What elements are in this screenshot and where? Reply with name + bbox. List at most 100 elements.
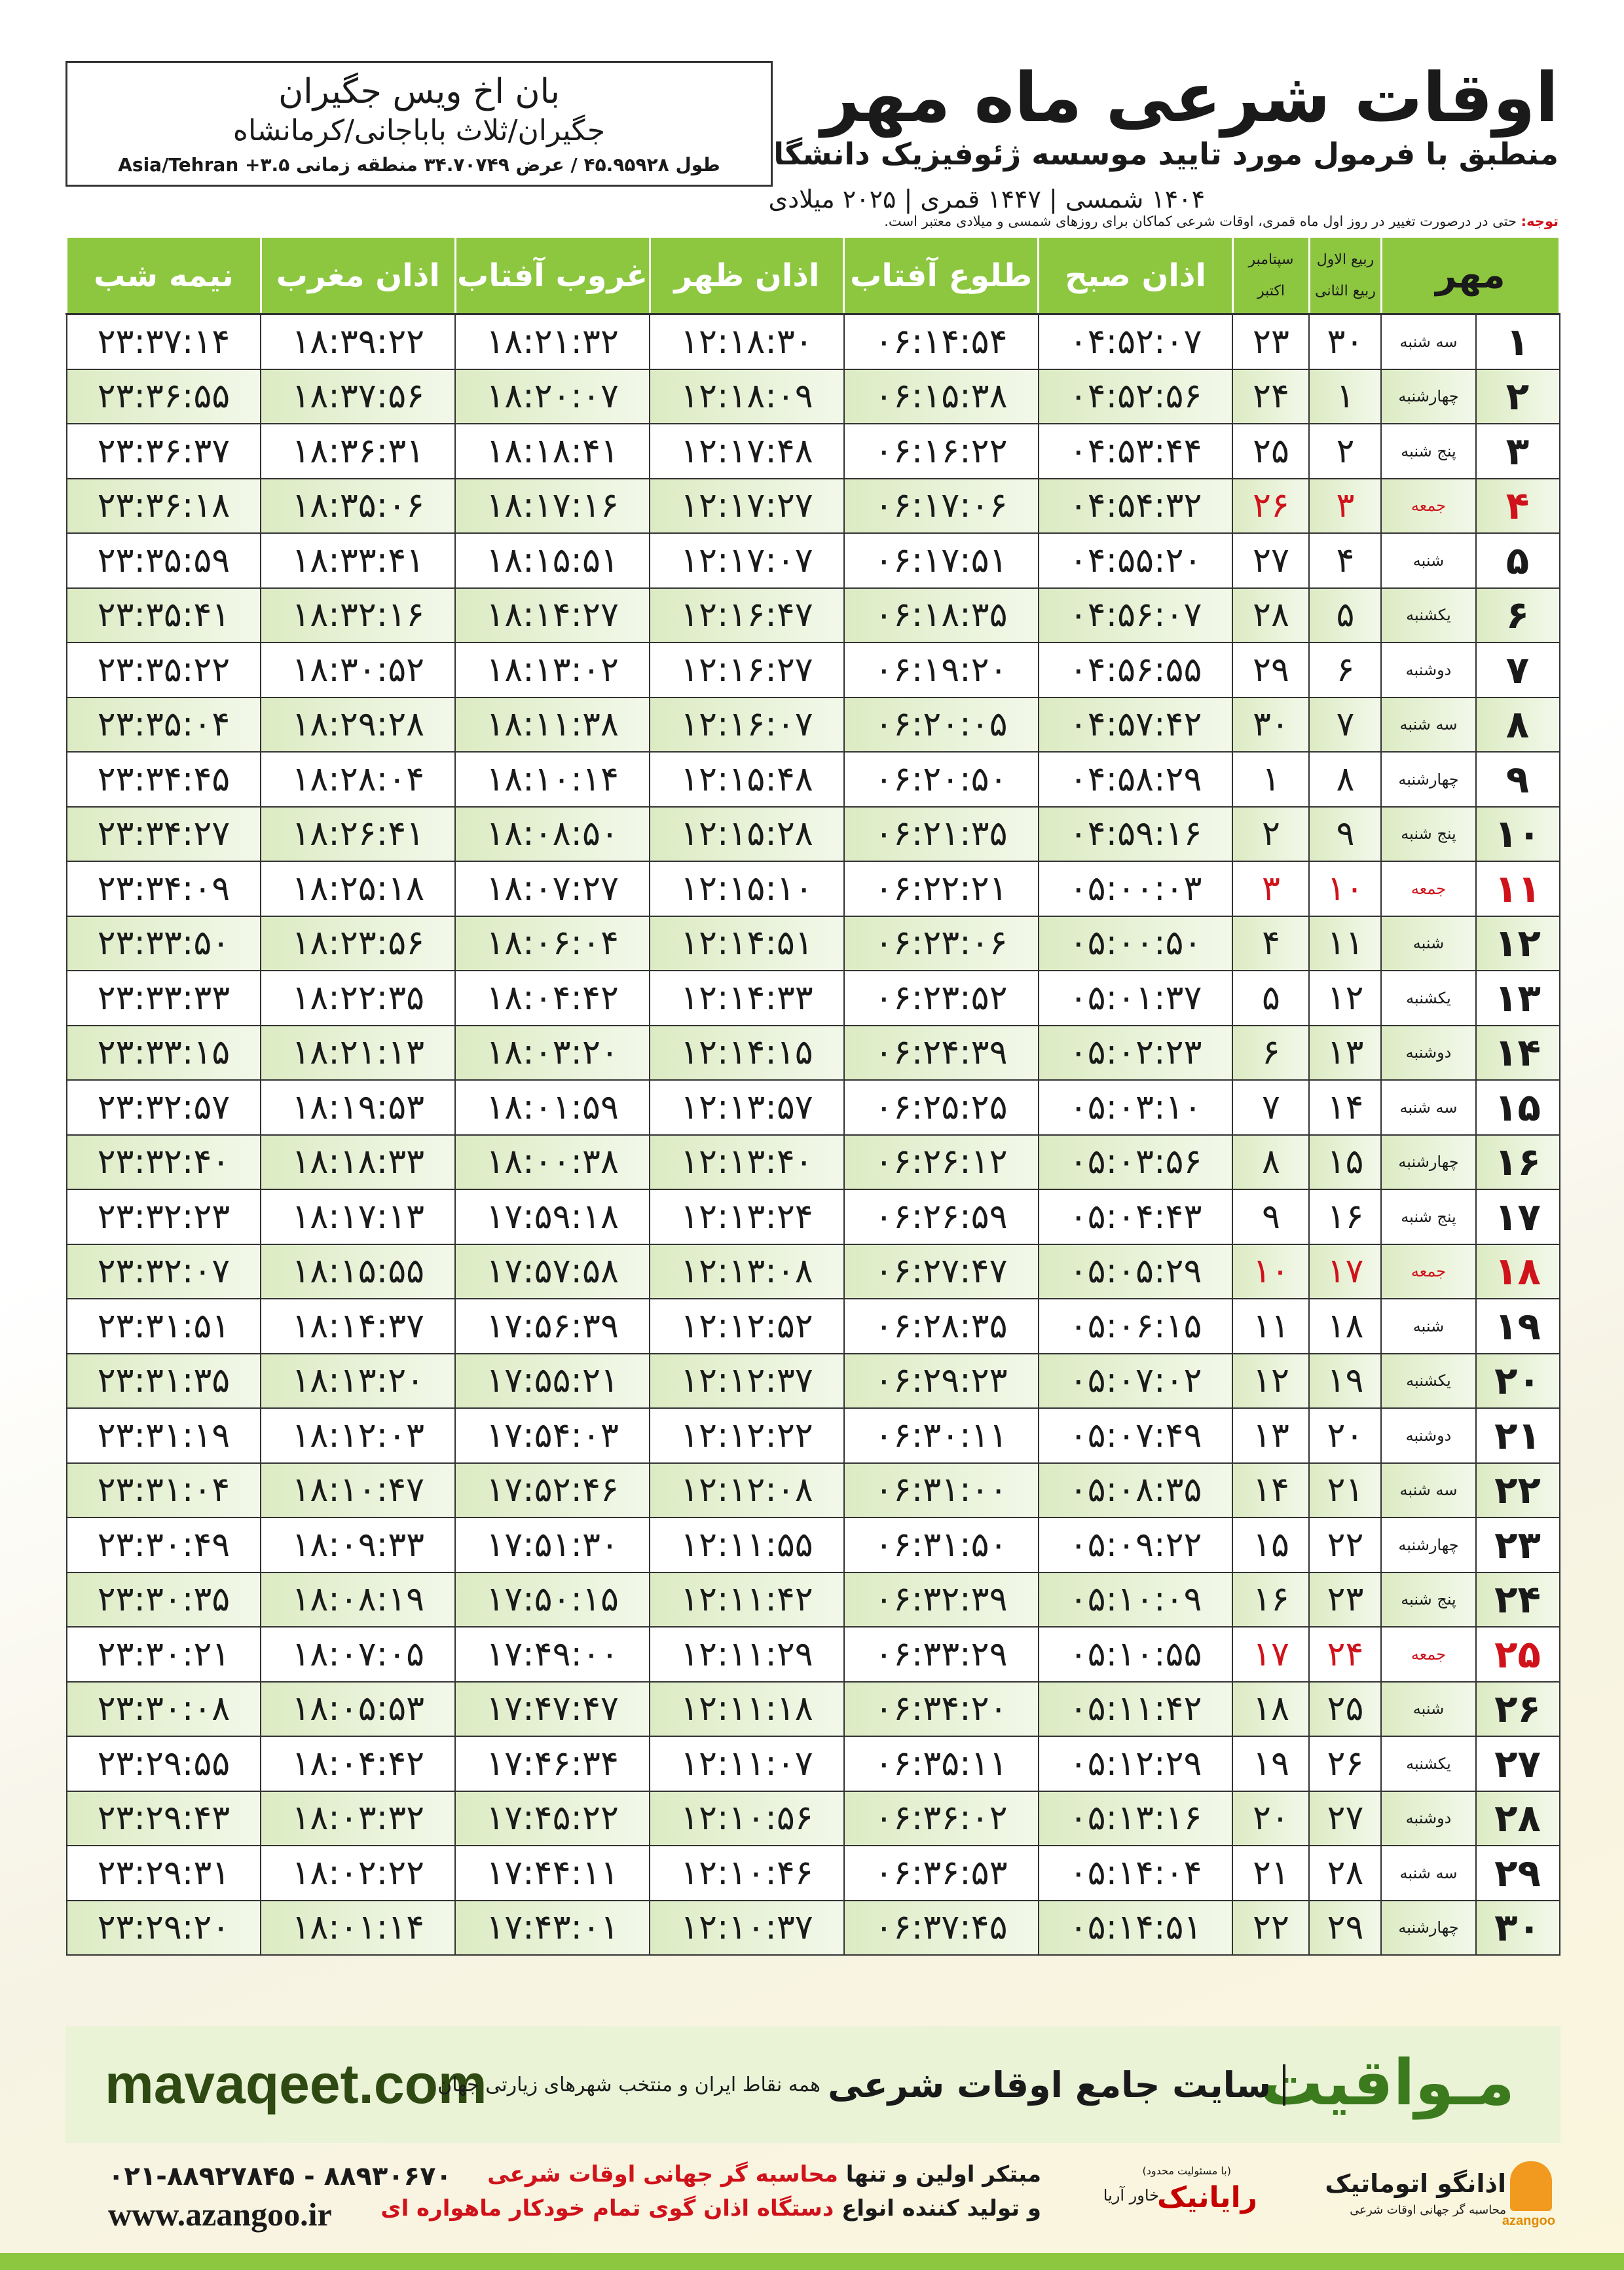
header-miladi-2: اکتبر <box>1257 282 1285 299</box>
day-number: ۱۵ <box>1475 1079 1560 1136</box>
dhuhr: ۱۲:۱۱:۱۸ <box>649 1681 845 1737</box>
dhuhr: ۱۲:۱۷:۰۷ <box>649 532 845 589</box>
miladi-day: ۱۱ <box>1232 1298 1310 1354</box>
sunset: ۱۸:۱۴:۲۷ <box>454 587 650 643</box>
day-number: ۲۷ <box>1475 1736 1560 1792</box>
table-row: ۱۱ جمعه ۱۰ ۳ ۰۵:۰۰:۰۳ ۰۶:۲۲:۲۱ ۱۲:۱۵:۱۰ ۱۸:۰۷:۲… <box>65 861 1560 917</box>
sunrise: ۰۶:۱۸:۳۵ <box>843 587 1039 643</box>
dates: ۱۴۰۴ شمسی | ۱۴۴۷ قمری | ۲۰۲۵ میلادی <box>768 185 1205 214</box>
location-box: بان اخ ویس جگیران جگیران/ثلاث باباجانی/ک… <box>65 61 773 187</box>
maghrib: ۱۸:۰۴:۴۲ <box>260 1736 456 1792</box>
day-number: ۱۶ <box>1475 1134 1560 1190</box>
midnight: ۲۳:۳۵:۰۴ <box>65 696 262 753</box>
miladi-day: ۳ <box>1232 861 1310 917</box>
dhuhr: ۱۲:۱۶:۰۷ <box>649 696 845 753</box>
midnight: ۲۳:۲۹:۳۱ <box>65 1845 262 1901</box>
qamari-day: ۲۷ <box>1308 1790 1382 1846</box>
sunrise: ۰۶:۲۹:۲۳ <box>843 1352 1039 1409</box>
sunrise: ۰۶:۳۱:۵۰ <box>843 1517 1039 1573</box>
weekday: چهارشنبه <box>1380 1899 1477 1956</box>
dhuhr: ۱۲:۱۲:۰۸ <box>649 1462 845 1518</box>
sunset: ۱۷:۵۵:۲۱ <box>454 1352 650 1409</box>
fajr: ۰۵:۰۴:۴۳ <box>1037 1189 1234 1245</box>
header-miladi-1: سپتامبر <box>1248 251 1294 268</box>
sunrise: ۰۶:۱۷:۵۱ <box>843 532 1039 589</box>
bottom-strip <box>0 2253 1624 2270</box>
miladi-day: ۱۰ <box>1232 1243 1310 1299</box>
table-row: ۸ سه شنبه ۷ ۳۰ ۰۴:۵۷:۴۲ ۰۶:۲۰:۰۵ ۱۲:۱۶:۰۷ ۱۸:۱۱… <box>65 696 1560 753</box>
qamari-day: ۱۸ <box>1308 1298 1382 1354</box>
sunset: ۱۸:۱۳:۰۲ <box>454 642 650 698</box>
day-number: ۲۹ <box>1475 1845 1560 1901</box>
sunset: ۱۸:۱۰:۱۴ <box>454 751 650 808</box>
fajr: ۰۵:۰۰:۰۳ <box>1037 861 1234 917</box>
day-number: ۴ <box>1475 477 1560 534</box>
fajr: ۰۵:۱۴:۰۴ <box>1037 1845 1234 1901</box>
miladi-day: ۷ <box>1232 1079 1310 1136</box>
header-month: مهر <box>1380 236 1561 315</box>
miladi-day: ۶ <box>1232 1024 1310 1081</box>
sunset: ۱۸:۱۷:۱۶ <box>454 477 650 534</box>
dhuhr: ۱۲:۱۵:۴۸ <box>649 751 845 808</box>
logo-note: (با مسئولیت محدود) <box>1142 2165 1231 2177</box>
footer-highlight: محاسبه گر جهانی اوقات شرعی <box>487 2161 838 2187</box>
midnight: ۲۳:۲۹:۲۰ <box>65 1899 262 1956</box>
note-text: حتی در درصورت تغییر در روز اول ماه قمری،… <box>884 214 1517 229</box>
fajr: ۰۵:۰۱:۳۷ <box>1037 970 1234 1026</box>
table-row: ۶ یکشنبه ۵ ۲۸ ۰۴:۵۶:۰۷ ۰۶:۱۸:۳۵ ۱۲:۱۶:۴۷ ۱۸:۱۴:… <box>65 587 1560 643</box>
sunrise: ۰۶:۳۶:۰۲ <box>843 1790 1039 1846</box>
midnight: ۲۳:۲۹:۵۵ <box>65 1736 262 1792</box>
fajr: ۰۵:۰۳:۵۶ <box>1037 1134 1234 1190</box>
qamari-day: ۹ <box>1308 806 1382 862</box>
maghrib: ۱۸:۱۸:۳۳ <box>260 1134 456 1190</box>
dhuhr: ۱۲:۱۰:۴۶ <box>649 1845 845 1901</box>
footer-text: مبتکر اولین و تنها <box>845 2161 1041 2187</box>
day-number: ۱ <box>1475 313 1560 370</box>
fajr: ۰۴:۵۵:۲۰ <box>1037 532 1234 589</box>
title: اوقات شرعی ماه مهر <box>821 58 1559 138</box>
weekday: جمعه <box>1380 1243 1477 1299</box>
qamari-day: ۲۶ <box>1308 1736 1382 1792</box>
maghrib: ۱۸:۱۰:۴۷ <box>260 1462 456 1518</box>
midnight: ۲۳:۳۷:۱۴ <box>65 313 262 370</box>
fajr: ۰۵:۰۷:۰۲ <box>1037 1352 1234 1409</box>
day-number: ۱۹ <box>1475 1298 1560 1354</box>
qamari-day: ۵ <box>1308 587 1382 643</box>
table-row: ۲ چهارشنبه ۱ ۲۴ ۰۴:۵۲:۵۶ ۰۶:۱۵:۳۸ ۱۲:۱۸:۰۹ ۱۸:۲… <box>65 368 1560 424</box>
maghrib: ۱۸:۳۷:۵۶ <box>260 368 456 424</box>
day-number: ۵ <box>1475 532 1560 589</box>
weekday: سه شنبه <box>1380 696 1477 753</box>
maghrib: ۱۸:۱۵:۵۵ <box>260 1243 456 1299</box>
table-row: ۹ چهارشنبه ۸ ۱ ۰۴:۵۸:۲۹ ۰۶:۲۰:۵۰ ۱۲:۱۵:۴۸ ۱۸:۱۰… <box>65 751 1560 808</box>
midnight: ۲۳:۳۳:۵۰ <box>65 915 262 971</box>
weekday: دوشنبه <box>1380 1790 1477 1846</box>
fajr: ۰۵:۰۳:۱۰ <box>1037 1079 1234 1136</box>
sunrise: ۰۶:۲۵:۲۵ <box>843 1079 1039 1136</box>
note: توجه: حتی در درصورت تغییر در روز اول ماه… <box>64 214 1559 229</box>
qamari-day: ۲۳ <box>1308 1571 1382 1628</box>
sunrise: ۰۶:۳۷:۴۵ <box>843 1899 1039 1956</box>
weekday: جمعه <box>1380 477 1477 534</box>
miladi-day: ۱۴ <box>1232 1462 1310 1518</box>
dhuhr: ۱۲:۱۲:۳۷ <box>649 1352 845 1409</box>
table-row: ۲۴ پنج شنبه ۲۳ ۱۶ ۰۵:۱۰:۰۹ ۰۶:۳۲:۳۹ ۱۲:۱۱:۴۲ ۱۷… <box>65 1571 1560 1628</box>
subtitle: منطبق با فرمول مورد تایید موسسه ژئوفیزیک… <box>659 136 1559 172</box>
qamari-day: ۱۱ <box>1308 915 1382 971</box>
midnight: ۲۳:۳۴:۲۷ <box>65 806 262 862</box>
midnight: ۲۳:۲۹:۴۳ <box>65 1790 262 1846</box>
sunset: ۱۷:۵۹:۱۸ <box>454 1189 650 1245</box>
dhuhr: ۱۲:۱۱:۲۹ <box>649 1626 845 1683</box>
logo-icon <box>1510 2161 1552 2211</box>
sunset: ۱۷:۵۷:۵۸ <box>454 1243 650 1299</box>
day-number: ۳ <box>1475 423 1560 479</box>
sunset: ۱۸:۰۶:۰۴ <box>454 915 650 971</box>
logo-tag: محاسبه گر جهانی اوقات شرعی <box>1350 2203 1506 2217</box>
midnight: ۲۳:۳۰:۴۹ <box>65 1517 262 1573</box>
qamari-day: ۲۸ <box>1308 1845 1382 1901</box>
sunset: ۱۸:۰۸:۵۰ <box>454 806 650 862</box>
maghrib: ۱۸:۳۹:۲۲ <box>260 313 456 370</box>
dhuhr: ۱۲:۱۱:۰۷ <box>649 1736 845 1792</box>
header-miladi: سپتامبر اکتبر <box>1231 236 1310 315</box>
qamari-day: ۲۴ <box>1308 1626 1382 1683</box>
dhuhr: ۱۲:۱۰:۵۶ <box>649 1790 845 1846</box>
